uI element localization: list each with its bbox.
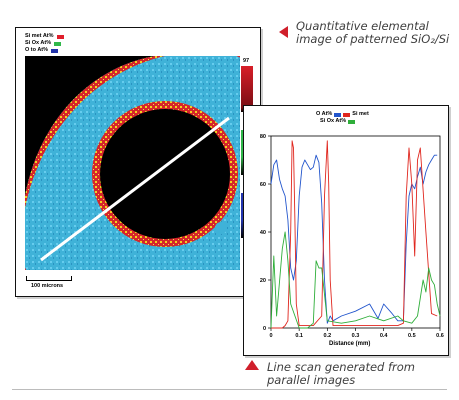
legend-swatch-red — [56, 34, 64, 39]
map-legend: Si met At% Si Ox At% O to At% — [25, 33, 64, 54]
scan-x-axis-label: Distance (mm) — [329, 341, 371, 347]
callout-top-line1: Quantitative elemental — [296, 19, 429, 33]
scan-legend-swatch-green — [348, 119, 356, 124]
elemental-map-image — [25, 56, 240, 270]
map-legend-item-o: O to At% — [25, 47, 64, 54]
scan-legend-o: O At% — [316, 111, 333, 117]
scan-legend-si-ox: Si Ox At% — [320, 118, 347, 124]
x-tick-label: 0.5 — [408, 333, 416, 339]
x-tick-label: 0.1 — [295, 333, 303, 339]
scan-legend: O At% Si met Si Ox At% — [316, 111, 369, 125]
series-line-o — [270, 154, 438, 324]
scale-bar-label: 100 microns — [31, 283, 64, 289]
elemental-map-panel: Si met At% Si Ox At% O to At% — [15, 27, 261, 297]
x-tick-label: 0.6 — [436, 333, 444, 339]
map-legend-item-si-ox: Si Ox At% — [25, 40, 64, 47]
map-legend-item-si-met: Si met At% — [25, 33, 64, 40]
line-scan-panel: O At% Si met Si Ox At% 0 20 40 60 80 0 0.1 0.2 0… — [243, 105, 449, 356]
colorbar-red-max: 97 — [243, 58, 250, 64]
scale-bar — [26, 276, 72, 281]
scan-legend-swatch-red — [343, 112, 351, 117]
callout-bottom: Line scan generated from parallel images — [267, 361, 415, 387]
callout-top-arrow — [279, 26, 288, 38]
y-tick-label: 80 — [260, 134, 266, 140]
y-tick-label: 20 — [260, 278, 266, 284]
legend-swatch-green — [54, 41, 62, 46]
legend-swatch-blue — [51, 48, 59, 53]
y-tick-label: 0 — [263, 326, 266, 332]
line-scan-chart: 0 20 40 60 80 0 0.1 0.2 0.3 0.4 0.5 0.6 — [260, 134, 444, 339]
y-tick-label: 60 — [260, 182, 266, 188]
scan-legend-swatch-blue — [334, 112, 342, 117]
callout-top-line2: image of patterned SiO₂/Si — [296, 32, 450, 46]
x-tick-label: 0.2 — [324, 333, 332, 339]
scan-legend-si-met: Si met — [352, 111, 369, 117]
callout-bottom-line1: Line scan generated from — [267, 360, 415, 374]
footer-divider — [12, 389, 447, 390]
x-tick-label: 0 — [269, 333, 272, 339]
series-line-si-met — [271, 140, 438, 329]
x-tick-label: 0.3 — [352, 333, 360, 339]
x-tick-label: 0.4 — [380, 333, 389, 339]
callout-top: Quantitative elemental image of patterne… — [296, 20, 449, 46]
callout-bottom-arrow — [245, 360, 259, 370]
y-tick-label: 40 — [260, 230, 266, 236]
callout-bottom-line2: parallel images — [267, 373, 356, 387]
colorbar-red — [241, 66, 253, 112]
series-line-si-ox — [270, 231, 441, 329]
